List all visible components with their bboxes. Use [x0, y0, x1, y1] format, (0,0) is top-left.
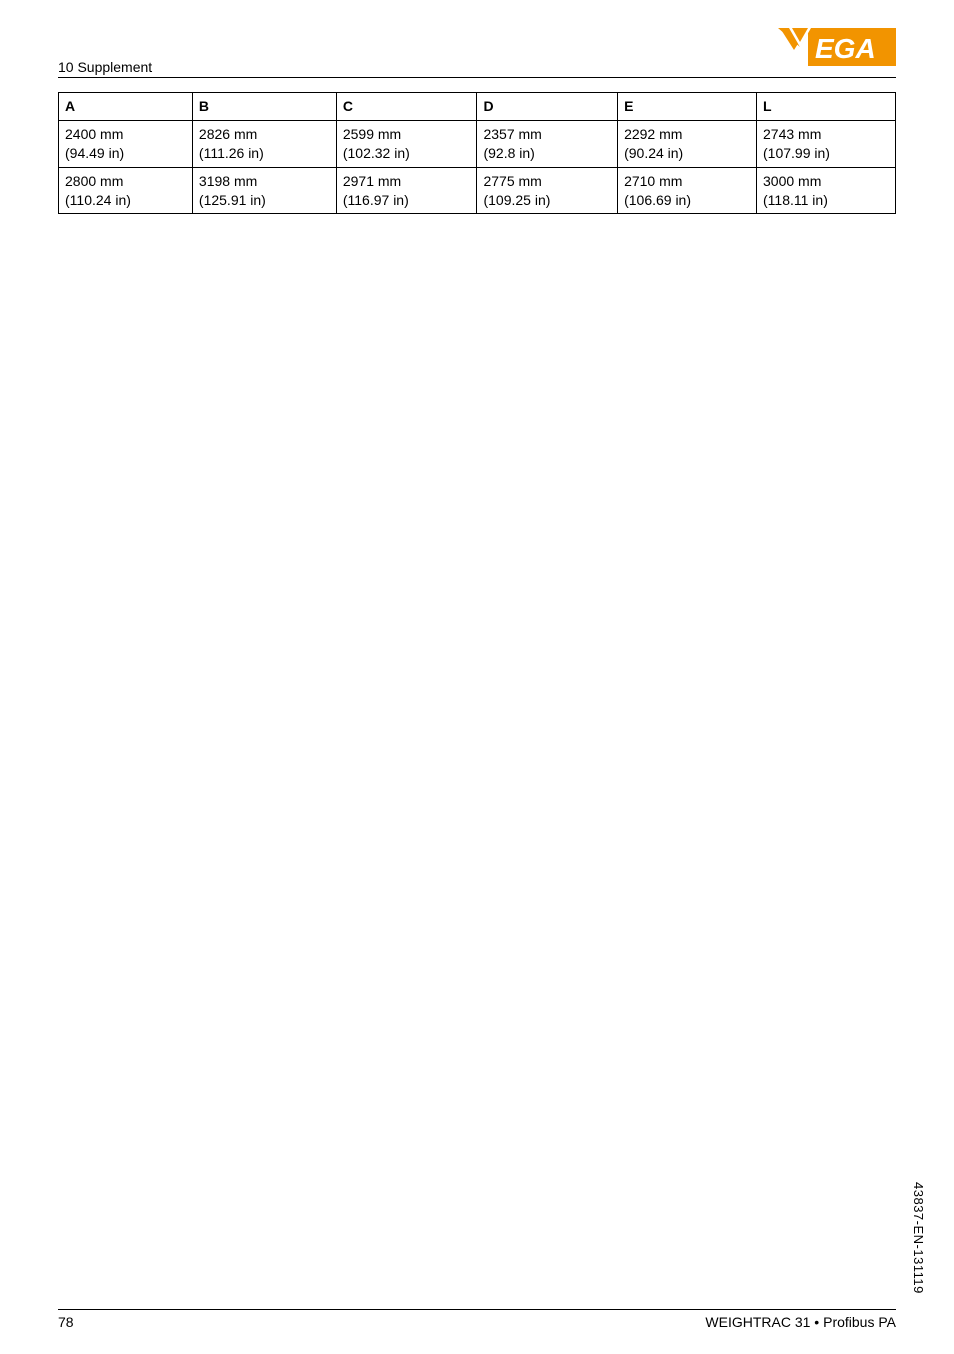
page-footer: 78 WEIGHTRAC 31 • Profibus PA — [58, 1309, 896, 1330]
col-header: B — [192, 93, 336, 121]
table-cell: 2292 mm(90.24 in) — [618, 120, 757, 167]
table-row: 2800 mm(110.24 in) 3198 mm(125.91 in) 29… — [59, 167, 896, 214]
col-header: E — [618, 93, 757, 121]
col-header: A — [59, 93, 193, 121]
table-cell: 2971 mm(116.97 in) — [336, 167, 477, 214]
table-row: 2400 mm(94.49 in) 2826 mm(111.26 in) 259… — [59, 120, 896, 167]
page-header: 10 Supplement EGA — [58, 28, 896, 78]
table-cell: 2800 mm(110.24 in) — [59, 167, 193, 214]
col-header: D — [477, 93, 618, 121]
table-cell: 2357 mm(92.8 in) — [477, 120, 618, 167]
table-cell: 3198 mm(125.91 in) — [192, 167, 336, 214]
dimensions-table: A B C D E L 2400 mm(94.49 in) 2826 mm(11… — [58, 92, 896, 214]
footer-doc-title: WEIGHTRAC 31 • Profibus PA — [705, 1314, 896, 1330]
table-cell: 2826 mm(111.26 in) — [192, 120, 336, 167]
table-cell: 3000 mm(118.11 in) — [757, 167, 896, 214]
col-header: L — [757, 93, 896, 121]
table-header-row: A B C D E L — [59, 93, 896, 121]
page-number: 78 — [58, 1314, 74, 1330]
svg-text:EGA: EGA — [815, 33, 876, 64]
table-cell: 2599 mm(102.32 in) — [336, 120, 477, 167]
table-cell: 2775 mm(109.25 in) — [477, 167, 618, 214]
vega-logo: EGA — [778, 28, 896, 71]
section-title: 10 Supplement — [58, 59, 152, 75]
table-cell: 2710 mm(106.69 in) — [618, 167, 757, 214]
table-cell: 2400 mm(94.49 in) — [59, 120, 193, 167]
table-cell: 2743 mm(107.99 in) — [757, 120, 896, 167]
document-id-vertical: 43837-EN-131119 — [911, 1182, 926, 1294]
col-header: C — [336, 93, 477, 121]
